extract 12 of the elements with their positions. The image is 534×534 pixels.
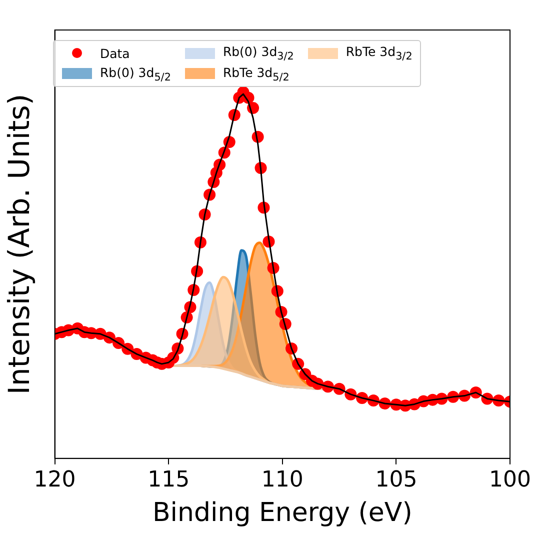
- x-tick-label: 115: [148, 467, 190, 492]
- legend-label: Rb(0) 3d$_{5/2}$: [100, 64, 171, 83]
- x-axis-title: Binding Energy (eV): [152, 498, 412, 528]
- x-tick-label: 105: [375, 467, 418, 492]
- y-axis-title: Intensity (Arb. Units): [2, 94, 36, 395]
- x-tick-label: 110: [261, 467, 304, 492]
- x-tick-label: 120: [34, 467, 76, 492]
- legend-label: Data: [100, 46, 130, 61]
- x-tick-label: 100: [489, 467, 531, 492]
- legend-label: RbTe 3d$_{3/2}$: [346, 44, 412, 62]
- legend-label: RbTe 3d$_{5/2}$: [222, 64, 290, 83]
- legend-label: Rb(0) 3d$_{3/2}$: [222, 44, 294, 62]
